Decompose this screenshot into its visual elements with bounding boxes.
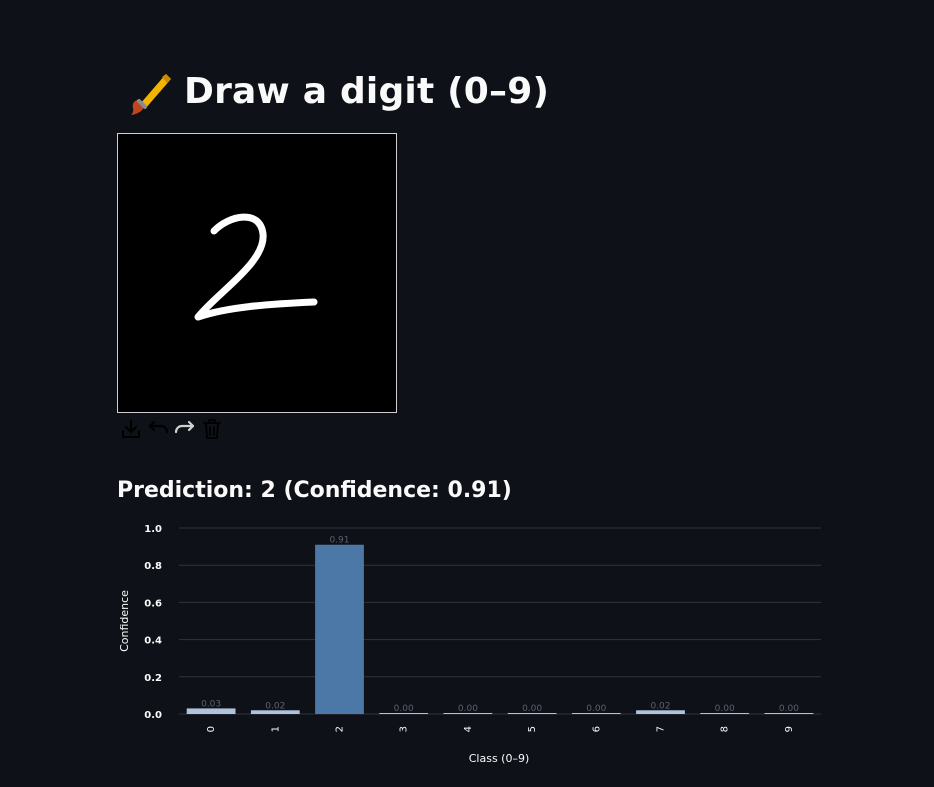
x-tick-label: 6 — [591, 726, 602, 732]
x-tick-label: 2 — [335, 726, 346, 732]
y-tick-label: 1.0 — [144, 524, 162, 535]
undo-icon[interactable] — [144, 416, 171, 442]
confidence-bar-chart: 0.0 0.2 0.4 0.6 0.8 1.0 0.03 0 0.02 1 0.91 2 0.00 3 0.… — [112, 520, 832, 775]
bar-class-7 — [636, 710, 685, 714]
y-tick-label: 0.2 — [144, 673, 162, 684]
paintbrush-icon — [122, 64, 176, 118]
x-tick-label: 1 — [270, 726, 281, 732]
drawn-digit-stroke — [194, 213, 318, 321]
bar-data-label: 0.00 — [522, 704, 542, 714]
x-tick-label: 9 — [784, 726, 795, 732]
trash-icon[interactable] — [198, 416, 225, 442]
bar-data-label: 0.00 — [394, 704, 414, 714]
prediction-heading: Prediction: 2 (Confidence: 0.91) — [117, 478, 512, 503]
x-tick-label: 7 — [656, 726, 667, 732]
bar-class-9 — [764, 713, 814, 714]
x-tick-label: 8 — [720, 726, 731, 732]
x-axis-title: Class (0–9) — [469, 752, 530, 765]
bar-data-label: 0.00 — [779, 704, 799, 714]
bar-class-6 — [571, 713, 621, 714]
x-tick-label: 5 — [527, 726, 538, 732]
y-tick-label: 0.8 — [144, 561, 162, 572]
bar-data-label: 0.02 — [265, 701, 285, 711]
bar-class-2 — [315, 544, 364, 714]
redo-icon[interactable] — [171, 416, 198, 442]
bar-class-0 — [186, 708, 236, 714]
bar-class-1 — [250, 710, 300, 714]
bar-data-label: 0.00 — [715, 704, 735, 714]
bar-data-label: 0.91 — [329, 536, 349, 546]
x-tick-label: 3 — [399, 726, 410, 732]
page-title: Draw a digit (0–9) — [122, 64, 549, 118]
bar-class-5 — [507, 713, 557, 714]
download-icon[interactable] — [117, 416, 144, 442]
drawing-canvas[interactable] — [117, 133, 397, 413]
bar-class-3 — [379, 713, 429, 714]
y-tick-label: 0.0 — [144, 710, 162, 721]
y-tick-label: 0.4 — [144, 636, 162, 647]
bar-data-label: 0.02 — [650, 701, 670, 711]
bar-class-8 — [700, 713, 750, 714]
y-tick-label: 0.6 — [144, 598, 162, 609]
x-tick-label: 4 — [463, 726, 474, 732]
canvas-toolbar — [117, 416, 225, 442]
bar-class-4 — [443, 713, 493, 714]
x-tick-label: 0 — [206, 726, 217, 732]
page-title-text: Draw a digit (0–9) — [184, 70, 550, 112]
y-axis-title: Confidence — [118, 590, 131, 652]
bar-data-label: 0.03 — [201, 699, 221, 709]
bar-data-label: 0.00 — [458, 704, 478, 714]
bar-data-label: 0.00 — [586, 704, 606, 714]
